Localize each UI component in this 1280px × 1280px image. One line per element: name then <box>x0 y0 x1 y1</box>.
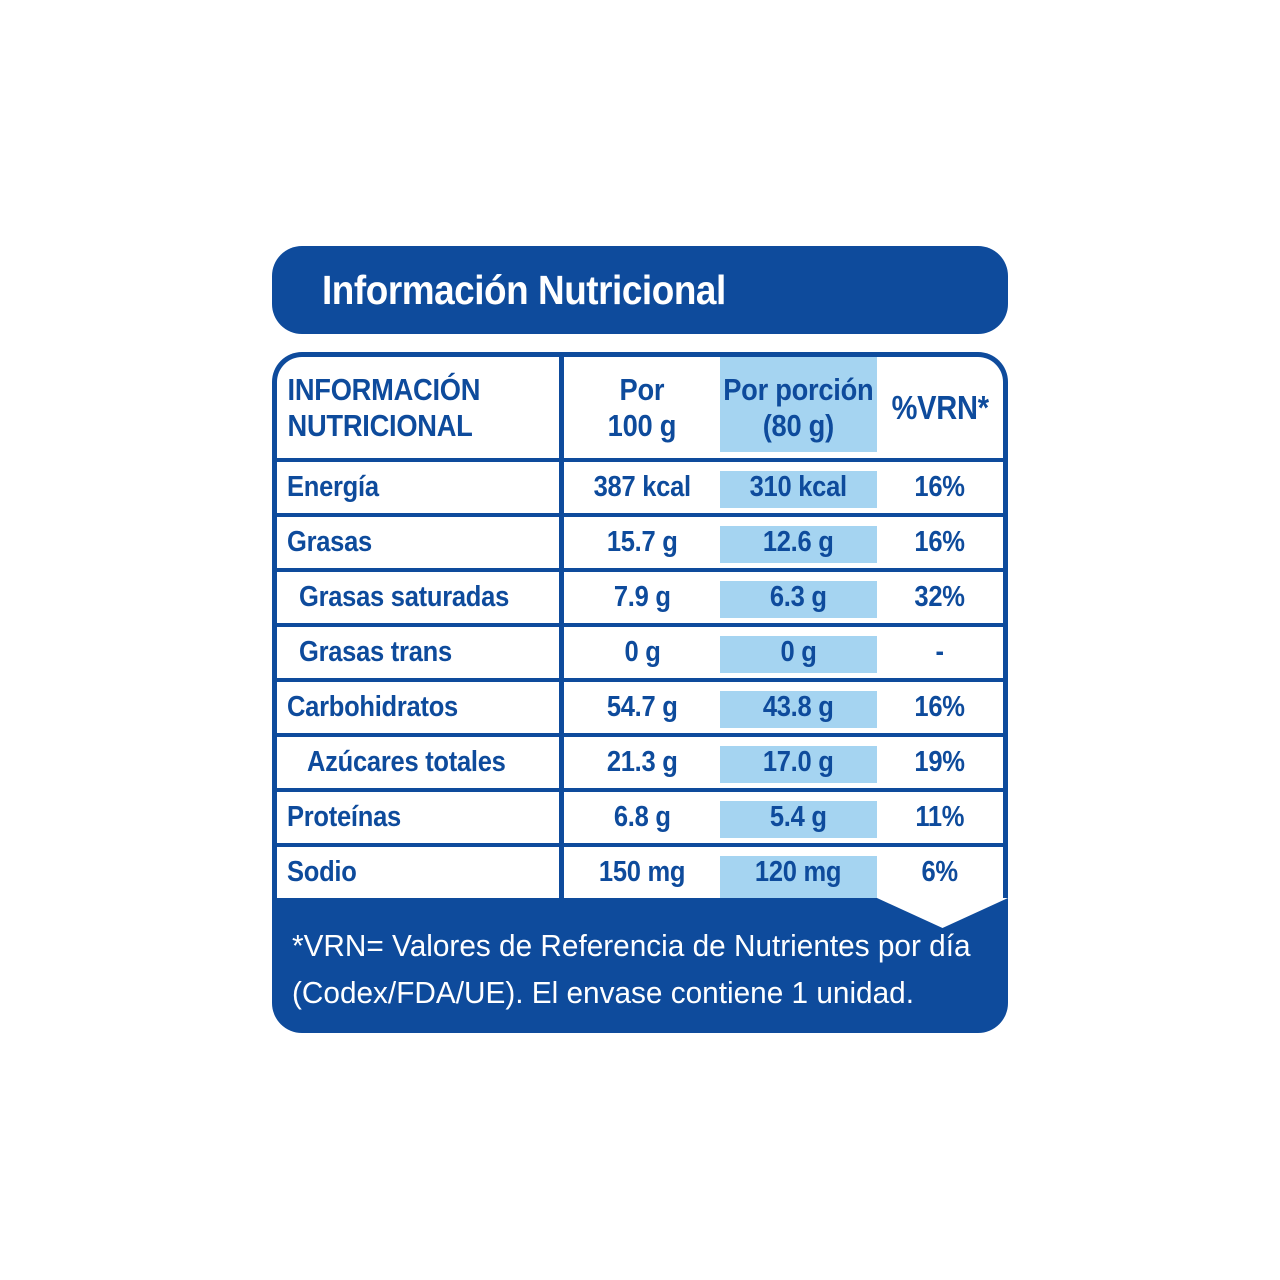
per-100g-value: 21.3 g <box>606 746 678 778</box>
per-portion-value-cell: 310 kcal <box>720 458 877 513</box>
per-100g-value-cell: 54.7 g <box>564 678 720 733</box>
per-portion-value: 17.0 g <box>763 746 834 778</box>
per-100g-value: 150 mg <box>598 856 686 888</box>
per-100g-value-cell: 21.3 g <box>564 733 720 788</box>
vrn-value-cell: 16% <box>877 458 1003 513</box>
title-text: Información Nutricional <box>322 266 726 313</box>
nutrient-label-cell: Grasas trans <box>277 623 564 678</box>
nutrient-label: Sodio <box>287 856 357 888</box>
per-portion-value: 6.3 g <box>770 581 827 613</box>
per-portion-value: 120 mg <box>755 856 842 888</box>
per-100g-value-cell: 15.7 g <box>564 513 720 568</box>
vrn-value: 6% <box>921 856 959 888</box>
footnote-line-2: (Codex/FDA/UE). El envase contiene 1 uni… <box>292 975 914 1010</box>
per-100g-value-cell: 6.8 g <box>564 788 720 843</box>
nutrient-label: Grasas trans <box>299 636 452 668</box>
header-col3-line1: Por porción <box>723 371 874 407</box>
per-100g-value: 6.8 g <box>613 801 671 833</box>
footnote-bar: *VRN= Valores de Referencia de Nutriente… <box>272 898 1008 1033</box>
nutrient-label-cell: Sodio <box>277 843 564 898</box>
vrn-value: 16% <box>914 471 966 503</box>
vrn-value-cell: 16% <box>877 513 1003 568</box>
per-portion-value: 5.4 g <box>770 801 827 833</box>
nutrient-label-cell: Energía <box>277 458 564 513</box>
vrn-value: 19% <box>914 746 966 778</box>
header-per-portion: Por porción (80 g) <box>720 357 877 458</box>
per-100g-value: 15.7 g <box>606 526 678 558</box>
per-portion-value-cell: 12.6 g <box>720 513 877 568</box>
nutrient-label-cell: Proteínas <box>277 788 564 843</box>
nutrient-label-cell: Grasas saturadas <box>277 568 564 623</box>
footnote-text: *VRN= Valores de Referencia de Nutriente… <box>272 898 1008 1016</box>
vrn-value-cell: 16% <box>877 678 1003 733</box>
per-100g-value: 7.9 g <box>613 581 671 613</box>
per-100g-value: 387 kcal <box>593 471 691 503</box>
per-portion-value-cell: 5.4 g <box>720 788 877 843</box>
per-100g-value-cell: 150 mg <box>564 843 720 898</box>
per-portion-value-cell: 120 mg <box>720 843 877 898</box>
per-portion-value-cell: 17.0 g <box>720 733 877 788</box>
per-100g-value: 54.7 g <box>606 691 678 723</box>
vrn-value: - <box>935 636 945 668</box>
vrn-value: 32% <box>914 581 966 613</box>
per-100g-value-cell: 387 kcal <box>564 458 720 513</box>
header-vrn: %VRN* <box>877 357 1003 458</box>
vrn-value: 16% <box>914 526 966 558</box>
nutrient-label: Energía <box>287 471 379 503</box>
nutrient-label: Grasas <box>287 526 372 558</box>
vrn-value: 16% <box>914 691 966 723</box>
nutrition-table: INFORMACIÓN NUTRICIONAL Por 100 g Por po… <box>272 352 1008 898</box>
nutrient-label-cell: Carbohidratos <box>277 678 564 733</box>
header-col1-line1: INFORMACIÓN <box>287 371 481 407</box>
vrn-value-cell: 6% <box>877 843 1003 898</box>
per-100g-value: 0 g <box>623 636 661 668</box>
per-portion-value-cell: 6.3 g <box>720 568 877 623</box>
title-bar: Información Nutricional <box>272 246 1008 334</box>
nutrient-label: Proteínas <box>287 801 401 833</box>
vrn-value-cell: 32% <box>877 568 1003 623</box>
per-100g-value-cell: 7.9 g <box>564 568 720 623</box>
per-portion-value: 310 kcal <box>749 471 848 503</box>
per-portion-value: 43.8 g <box>763 691 834 723</box>
header-col1-line2: NUTRICIONAL <box>287 407 473 443</box>
header-col4-text: %VRN* <box>891 388 989 426</box>
nutrient-label-cell: Azúcares totales <box>277 733 564 788</box>
vrn-value: 11% <box>915 801 965 833</box>
nutrient-label: Azúcares totales <box>307 746 506 778</box>
header-per-100g: Por 100 g <box>564 357 720 458</box>
per-portion-value-cell: 0 g <box>720 623 877 678</box>
nutrient-label-cell: Grasas <box>277 513 564 568</box>
nutrient-label: Grasas saturadas <box>299 581 510 613</box>
per-portion-value: 12.6 g <box>763 526 834 558</box>
header-col2-line2: 100 g <box>607 407 677 443</box>
per-100g-value-cell: 0 g <box>564 623 720 678</box>
per-portion-value: 0 g <box>780 636 817 668</box>
header-col2-line1: Por <box>619 371 665 407</box>
footnote-line-1: *VRN= Valores de Referencia de Nutriente… <box>292 928 971 963</box>
nutrient-label: Carbohidratos <box>287 691 458 723</box>
header-col3-line2: (80 g) <box>762 407 835 443</box>
vrn-value-cell: - <box>877 623 1003 678</box>
vrn-value-cell: 19% <box>877 733 1003 788</box>
header-nutrition-info: INFORMACIÓN NUTRICIONAL <box>277 357 564 458</box>
vrn-value-cell: 11% <box>877 788 1003 843</box>
per-portion-value-cell: 43.8 g <box>720 678 877 733</box>
